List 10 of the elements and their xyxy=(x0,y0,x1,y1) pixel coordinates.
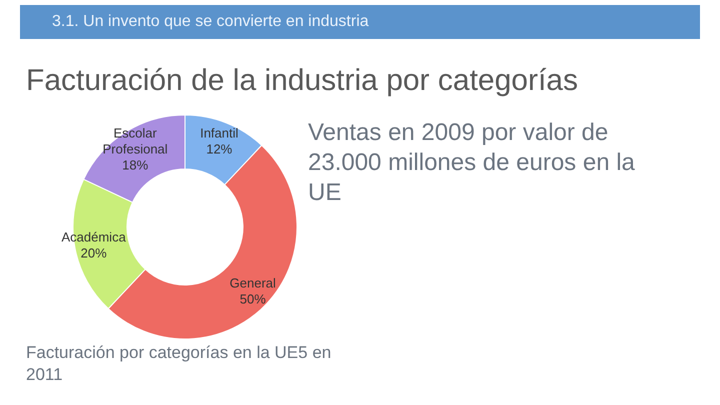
data-label: 18% xyxy=(122,156,149,172)
chart-title: Facturación de la industria por categorías xyxy=(26,64,578,98)
text: Ventas en 2009 por valor de 23.000 millones de euros en la UE xyxy=(308,118,636,208)
slice-label: Infantil xyxy=(200,125,238,140)
data-label: 50% xyxy=(240,291,266,306)
slice-label: General xyxy=(230,275,276,290)
data-label: 12% xyxy=(206,141,233,156)
text: Facturación por categorías en la UE5 en 2011 xyxy=(26,342,332,386)
chart-subtitle: 3.1. Un invento que se convierte en industria xyxy=(20,5,700,39)
data-label: 20% xyxy=(80,244,108,260)
